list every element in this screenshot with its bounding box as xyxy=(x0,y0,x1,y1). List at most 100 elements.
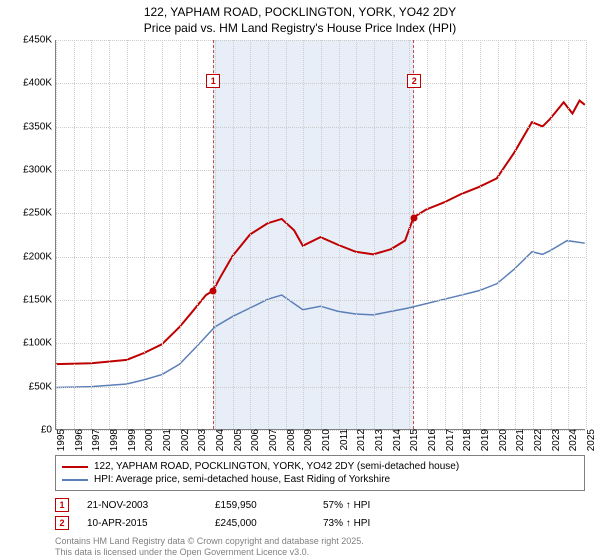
y-axis-label: £150K xyxy=(23,295,56,306)
gridline-vertical xyxy=(268,40,269,429)
x-axis-label: 2003 xyxy=(193,429,208,451)
y-axis-label: £100K xyxy=(23,338,56,349)
gridline-vertical xyxy=(462,40,463,429)
gridline-vertical xyxy=(286,40,287,429)
event-marker-row: 2 10-APR-2015 £245,000 73% ↑ HPI xyxy=(55,514,585,532)
legend: 122, YAPHAM ROAD, POCKLINGTON, YORK, YO4… xyxy=(55,455,585,491)
gridline-vertical xyxy=(568,40,569,429)
gridline-vertical xyxy=(215,40,216,429)
x-axis-label: 2009 xyxy=(299,429,314,451)
x-axis-label: 2004 xyxy=(211,429,226,451)
x-axis-label: 2024 xyxy=(564,429,579,451)
event-marker-dot xyxy=(411,214,418,221)
event-marker-badge: 2 xyxy=(407,74,421,88)
gridline-vertical xyxy=(356,40,357,429)
x-axis-label: 1996 xyxy=(70,429,85,451)
event-marker-row: 1 21-NOV-2003 £159,950 57% ↑ HPI xyxy=(55,496,585,514)
gridline-vertical xyxy=(392,40,393,429)
gridline-vertical xyxy=(445,40,446,429)
attribution: Contains HM Land Registry data © Crown c… xyxy=(55,536,364,558)
gridline-vertical xyxy=(162,40,163,429)
x-axis-label: 2010 xyxy=(317,429,332,451)
gridline-vertical xyxy=(515,40,516,429)
y-axis-label: £250K xyxy=(23,208,56,219)
x-axis-label: 2021 xyxy=(511,429,526,451)
x-axis-label: 2014 xyxy=(388,429,403,451)
gridline-vertical xyxy=(180,40,181,429)
gridline-vertical xyxy=(250,40,251,429)
legend-swatch xyxy=(62,479,88,481)
gridline-vertical xyxy=(551,40,552,429)
title-line-1: 122, YAPHAM ROAD, POCKLINGTON, YORK, YO4… xyxy=(0,4,600,20)
event-price: £159,950 xyxy=(215,500,305,511)
event-marker-badge: 1 xyxy=(206,74,220,88)
gridline-vertical xyxy=(91,40,92,429)
x-axis-label: 2022 xyxy=(529,429,544,451)
event-marker-badge: 2 xyxy=(55,516,69,530)
gridline-vertical xyxy=(409,40,410,429)
y-axis-label: £400K xyxy=(23,78,56,89)
chart-container: 122, YAPHAM ROAD, POCKLINGTON, YORK, YO4… xyxy=(0,0,600,560)
legend-item: 122, YAPHAM ROAD, POCKLINGTON, YORK, YO4… xyxy=(62,460,578,473)
gridline-vertical xyxy=(56,40,57,429)
x-axis-label: 1997 xyxy=(87,429,102,451)
x-axis-label: 2015 xyxy=(405,429,420,451)
x-axis-label: 2019 xyxy=(476,429,491,451)
x-axis-label: 1998 xyxy=(105,429,120,451)
x-axis-label: 2000 xyxy=(140,429,155,451)
x-axis-label: 1999 xyxy=(123,429,138,451)
event-marker-badge: 1 xyxy=(55,498,69,512)
gridline-vertical xyxy=(144,40,145,429)
legend-label: 122, YAPHAM ROAD, POCKLINGTON, YORK, YO4… xyxy=(94,461,459,472)
y-axis-label: £50K xyxy=(29,381,56,392)
gridline-vertical xyxy=(586,40,587,429)
chart-title: 122, YAPHAM ROAD, POCKLINGTON, YORK, YO4… xyxy=(0,0,600,36)
x-axis-label: 2006 xyxy=(246,429,261,451)
x-axis-label: 2018 xyxy=(458,429,473,451)
gridline-vertical xyxy=(127,40,128,429)
gridline-vertical xyxy=(233,40,234,429)
gridline-vertical xyxy=(74,40,75,429)
gridline-vertical xyxy=(339,40,340,429)
gridline-vertical xyxy=(533,40,534,429)
event-marker-table: 1 21-NOV-2003 £159,950 57% ↑ HPI 2 10-AP… xyxy=(55,496,585,532)
gridline-vertical xyxy=(498,40,499,429)
plot-area: £0£50K£100K£150K£200K£250K£300K£350K£400… xyxy=(55,40,585,430)
x-axis-label: 2005 xyxy=(229,429,244,451)
event-date: 21-NOV-2003 xyxy=(87,500,197,511)
gridline-vertical xyxy=(303,40,304,429)
gridline-vertical xyxy=(109,40,110,429)
x-axis-label: 2017 xyxy=(441,429,456,451)
event-delta: 73% ↑ HPI xyxy=(323,518,370,529)
y-axis-label: £450K xyxy=(23,35,56,46)
title-line-2: Price paid vs. HM Land Registry's House … xyxy=(0,20,600,36)
event-price: £245,000 xyxy=(215,518,305,529)
gridline-vertical xyxy=(321,40,322,429)
event-date: 10-APR-2015 xyxy=(87,518,197,529)
x-axis-label: 2023 xyxy=(547,429,562,451)
legend-item: HPI: Average price, semi-detached house,… xyxy=(62,473,578,486)
x-axis-label: 2016 xyxy=(423,429,438,451)
x-axis-label: 2001 xyxy=(158,429,173,451)
legend-swatch xyxy=(62,466,88,468)
event-marker-dot xyxy=(210,288,217,295)
x-axis-label: 2007 xyxy=(264,429,279,451)
attribution-line: This data is licensed under the Open Gov… xyxy=(55,547,364,558)
x-axis-label: 1995 xyxy=(52,429,67,451)
gridline-vertical xyxy=(197,40,198,429)
y-axis-label: £350K xyxy=(23,121,56,132)
y-axis-label: £300K xyxy=(23,165,56,176)
gridline-vertical xyxy=(480,40,481,429)
y-axis-label: £200K xyxy=(23,251,56,262)
x-axis-label: 2013 xyxy=(370,429,385,451)
x-axis-label: 2020 xyxy=(494,429,509,451)
x-axis-label: 2025 xyxy=(582,429,597,451)
event-delta: 57% ↑ HPI xyxy=(323,500,370,511)
legend-label: HPI: Average price, semi-detached house,… xyxy=(94,474,390,485)
gridline-vertical xyxy=(374,40,375,429)
attribution-line: Contains HM Land Registry data © Crown c… xyxy=(55,536,364,547)
gridline-vertical xyxy=(427,40,428,429)
x-axis-label: 2012 xyxy=(352,429,367,451)
x-axis-label: 2008 xyxy=(282,429,297,451)
x-axis-label: 2011 xyxy=(335,429,350,451)
